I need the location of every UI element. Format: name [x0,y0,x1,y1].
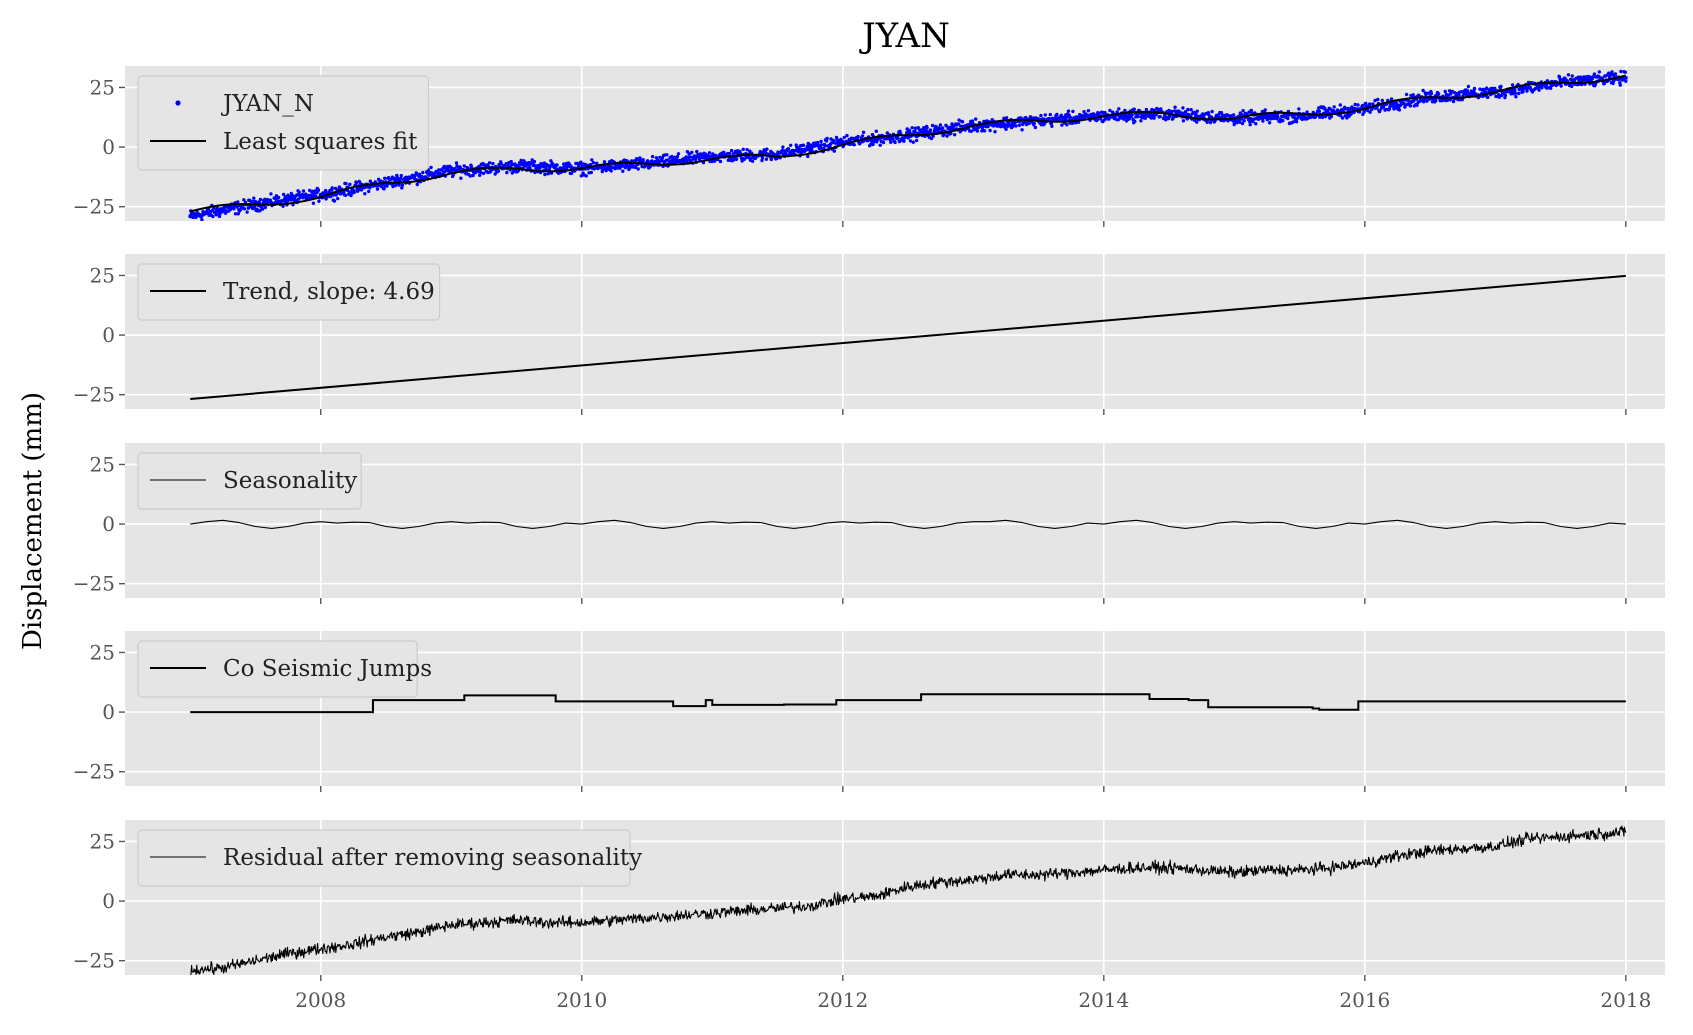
figure-ylabel: Displacement (mm) [18,392,48,650]
x-tick-label: 2012 [817,988,868,1012]
y-tick-label: 0 [102,135,115,159]
y-tick-label: 25 [90,75,115,99]
legend-frame [137,640,418,698]
y-tick-label: 25 [90,452,115,476]
y-tick-label: 25 [90,829,115,853]
x-tick-label: 2018 [1600,988,1651,1012]
y-tick-label: 25 [90,263,115,287]
series-line-1 [190,825,1627,975]
y-tick-label: 0 [102,323,115,347]
legend-label: Co Seismic Jumps [223,656,432,682]
legend-frame [137,263,441,321]
figure-title: JYAN [859,16,950,56]
legend-label: JYAN_N [221,91,314,117]
legend-label: Seasonality [223,468,357,494]
legend: Trend, slope: 4.69 [137,263,441,321]
y-tick-label: −25 [73,383,115,407]
data-point [188,214,193,219]
data-point [840,140,845,145]
data-point [449,168,454,173]
series-step-line [190,693,1626,714]
x-tick-label: 2010 [556,988,607,1012]
x-tick-label: 2016 [1339,988,1390,1012]
data-point [1297,114,1302,119]
legend-label: Residual after removing seasonality [223,845,642,871]
x-tick-label: 2014 [1078,988,1129,1012]
plot-area [190,825,1627,975]
y-tick-label: 25 [90,640,115,664]
y-tick-label: −25 [73,949,115,973]
legend: JYAN_N Least squares fit [137,75,429,171]
panels: −25 0 25 JYAN_N Least squares fit −25 0 25 Trend… [73,66,1665,1012]
data-point [1623,75,1628,80]
panel-5: −25 0 25 2008 2010 2012 2014 2016 2018 Residual a… [73,820,1665,1012]
legend-frame [137,452,362,510]
y-tick-label: 0 [102,889,115,913]
y-tick-label: 0 [102,512,115,536]
legend-frame [137,75,429,171]
y-tick-label: 0 [102,700,115,724]
legend: Co Seismic Jumps [137,640,432,698]
legend-frame [137,829,631,887]
series-line-1 [190,274,1626,400]
data-point [514,164,519,169]
plot-area [188,69,1628,221]
plot-area [190,519,1626,529]
legend-label: Trend, slope: 4.69 [223,279,435,305]
y-tick-label: −25 [73,760,115,784]
legend-label: Least squares fit [223,129,418,155]
y-tick-label: −25 [73,195,115,219]
legend: Residual after removing seasonality [137,829,642,887]
panel-3: −25 0 25 Seasonality [73,443,1665,604]
panel-background [125,443,1665,598]
data-point [710,154,715,159]
x-tick-label: 2008 [295,988,346,1012]
series-line-1 [190,519,1626,529]
panel-2: −25 0 25 Trend, slope: 4.69 [73,254,1665,415]
data-point [775,152,780,157]
plot-area [190,693,1626,714]
y-tick-label: −25 [73,572,115,596]
plot-area [190,274,1626,400]
series-line-2 [190,74,1627,213]
panel-4: −25 0 25 Co Seismic Jumps [73,631,1665,792]
legend: Seasonality [137,452,362,510]
legend-marker [175,100,181,106]
panel-1: −25 0 25 JYAN_N Least squares fit [73,66,1665,227]
